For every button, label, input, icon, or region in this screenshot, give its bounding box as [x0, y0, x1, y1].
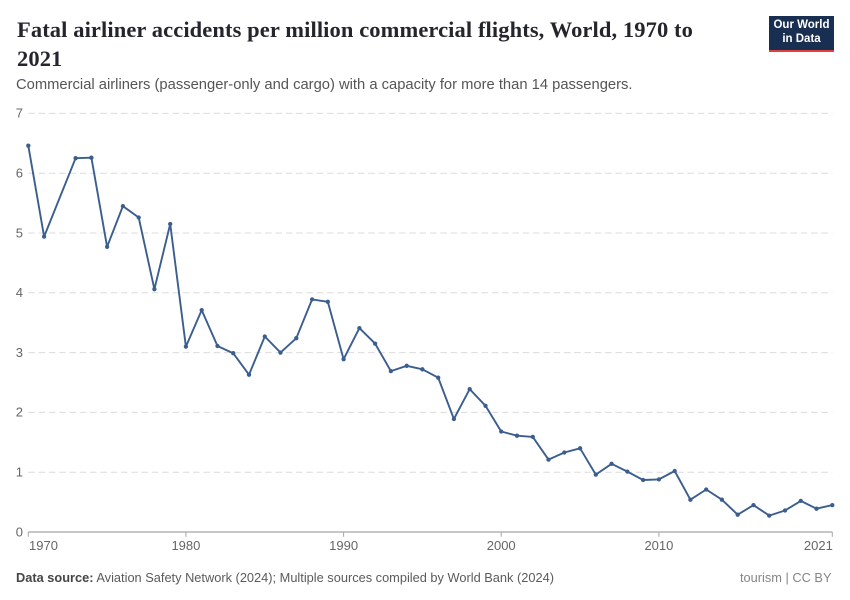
svg-text:1970: 1970 — [29, 538, 58, 553]
svg-text:3: 3 — [16, 345, 23, 360]
svg-text:7: 7 — [16, 106, 23, 121]
svg-text:2010: 2010 — [644, 538, 673, 553]
svg-text:1990: 1990 — [329, 538, 358, 553]
svg-text:0: 0 — [16, 524, 23, 539]
svg-text:4: 4 — [16, 285, 23, 300]
svg-text:2021: 2021 — [804, 538, 833, 553]
svg-text:1980: 1980 — [171, 538, 200, 553]
svg-text:6: 6 — [16, 166, 23, 181]
svg-text:2: 2 — [16, 405, 23, 420]
svg-text:1: 1 — [16, 465, 23, 480]
svg-text:5: 5 — [16, 225, 23, 240]
svg-text:2000: 2000 — [487, 538, 516, 553]
